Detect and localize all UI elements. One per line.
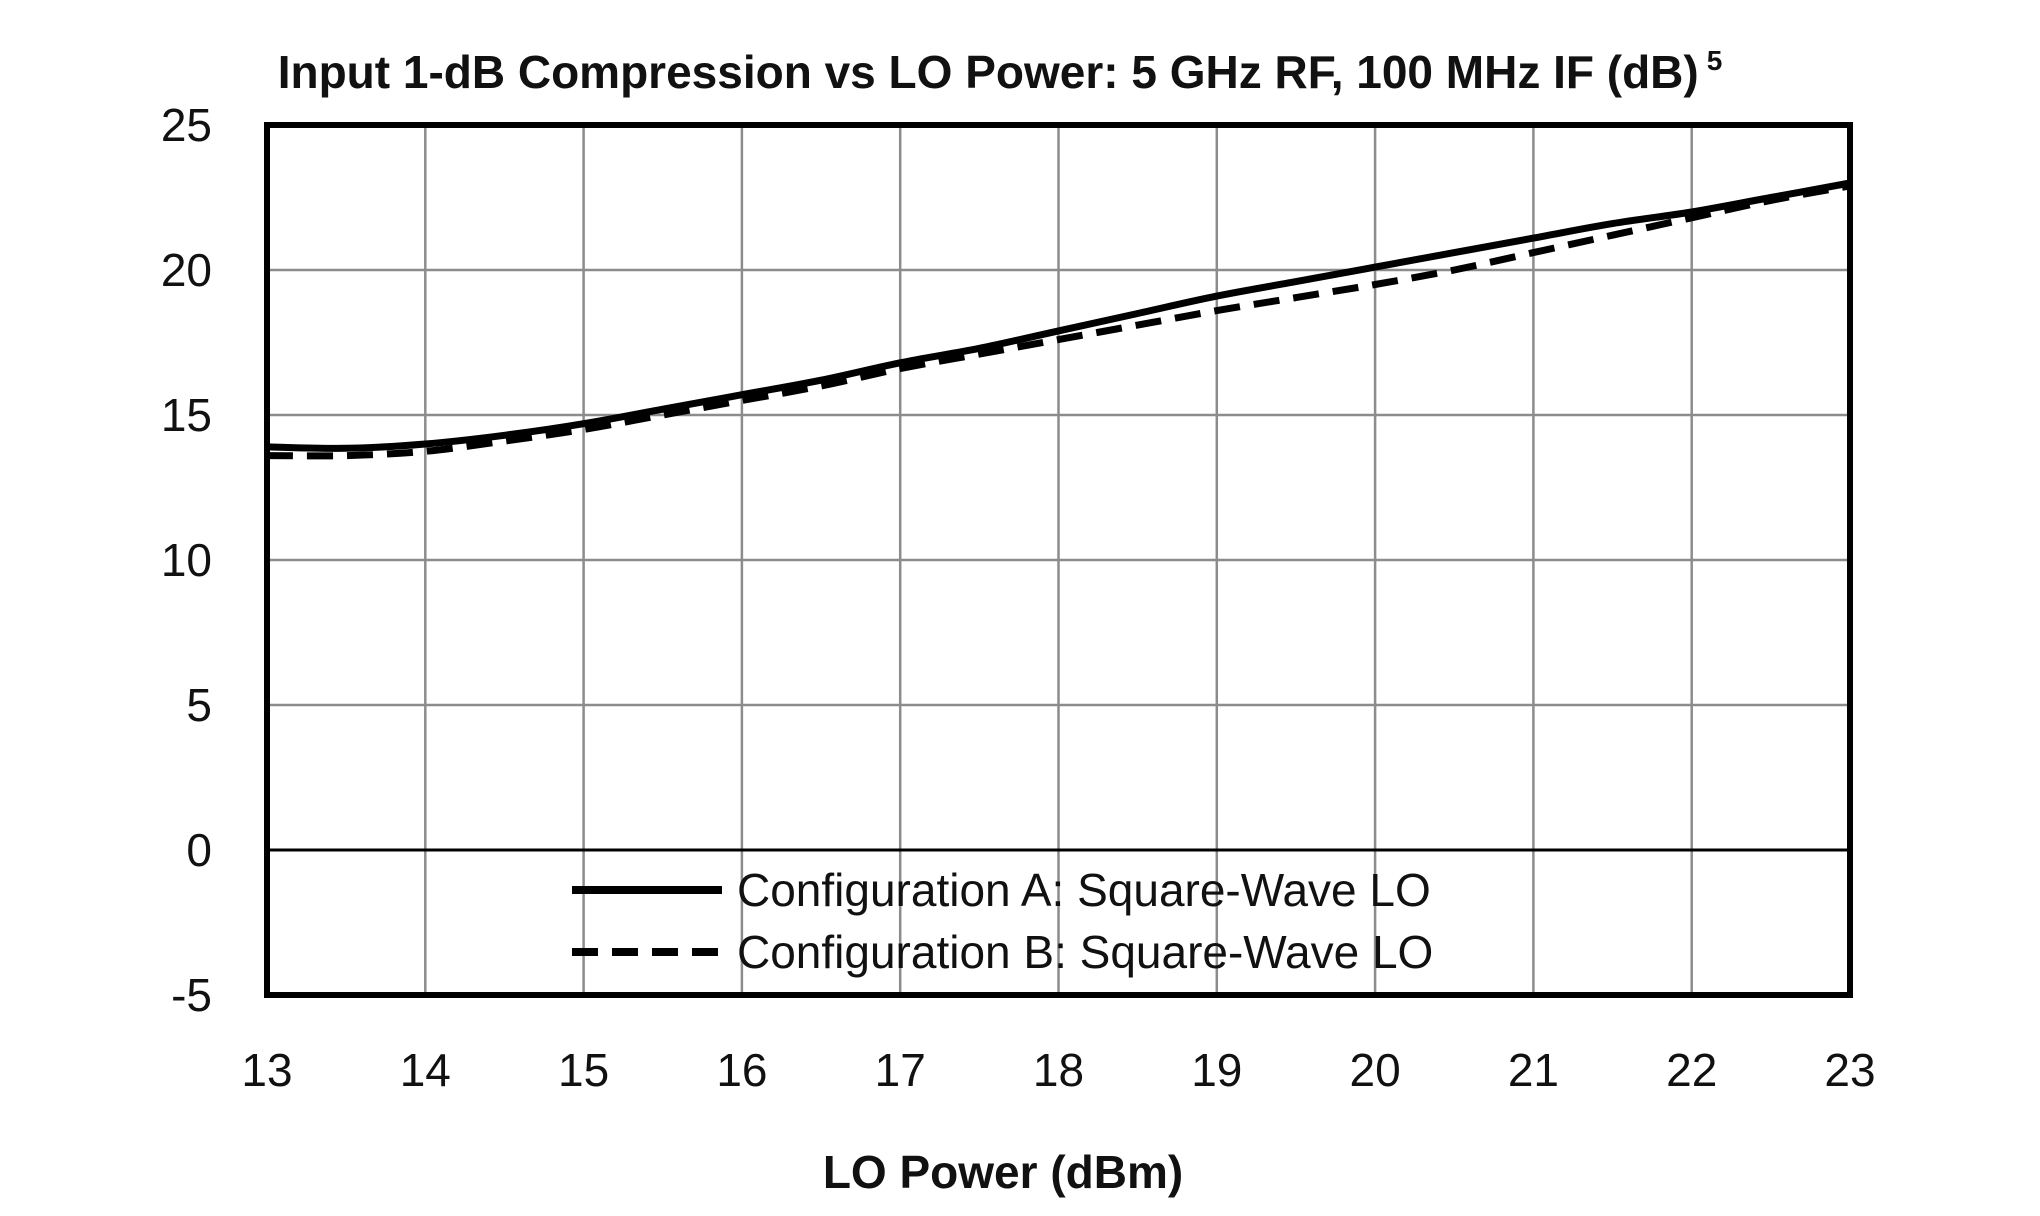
legend-label-0: Configuration A: Square-Wave LO bbox=[737, 864, 1431, 916]
x-tick-label-8: 21 bbox=[1508, 1044, 1559, 1096]
y-tick-label-3: 10 bbox=[161, 534, 212, 586]
x-tick-label-5: 18 bbox=[1033, 1044, 1084, 1096]
y-tick-label-1: 0 bbox=[186, 824, 212, 876]
y-tick-label-6: 25 bbox=[161, 99, 212, 151]
series-line-b bbox=[266, 182, 1851, 460]
y-tick-label-5: 20 bbox=[161, 244, 212, 296]
x-tick-label-4: 17 bbox=[875, 1044, 926, 1096]
x-tick-label-10: 23 bbox=[1824, 1044, 1875, 1096]
y-tick-label-0: -5 bbox=[171, 969, 212, 1021]
legend-label-1: Configuration B: Square-Wave LO bbox=[737, 926, 1433, 978]
x-tick-label-3: 16 bbox=[716, 1044, 767, 1096]
x-axis-label: LO Power (dBm) bbox=[823, 1146, 1183, 1198]
chart-title-text: Input 1-dB Compression vs LO Power: 5 GH… bbox=[278, 46, 1699, 98]
chart-title: Input 1-dB Compression vs LO Power: 5 GH… bbox=[278, 45, 1723, 98]
chart-title-superscript: 5 bbox=[1707, 45, 1723, 76]
series-lines bbox=[266, 179, 1851, 460]
legend: Configuration A: Square-Wave LO Configura… bbox=[572, 864, 1433, 978]
y-tick-labels: -5 0 5 10 15 20 25 bbox=[161, 99, 212, 1021]
x-tick-label-7: 20 bbox=[1350, 1044, 1401, 1096]
y-tick-label-2: 5 bbox=[186, 679, 212, 731]
x-tick-label-2: 15 bbox=[558, 1044, 609, 1096]
y-tick-label-4: 15 bbox=[161, 389, 212, 441]
x-tick-labels: 13 14 15 16 17 18 19 20 21 22 23 bbox=[241, 1044, 1875, 1096]
plot-frame bbox=[264, 122, 1853, 998]
series-line-a bbox=[266, 179, 1851, 452]
x-tick-label-0: 13 bbox=[241, 1044, 292, 1096]
x-tick-label-9: 22 bbox=[1666, 1044, 1717, 1096]
x-tick-label-1: 14 bbox=[400, 1044, 451, 1096]
x-tick-label-6: 19 bbox=[1191, 1044, 1242, 1096]
